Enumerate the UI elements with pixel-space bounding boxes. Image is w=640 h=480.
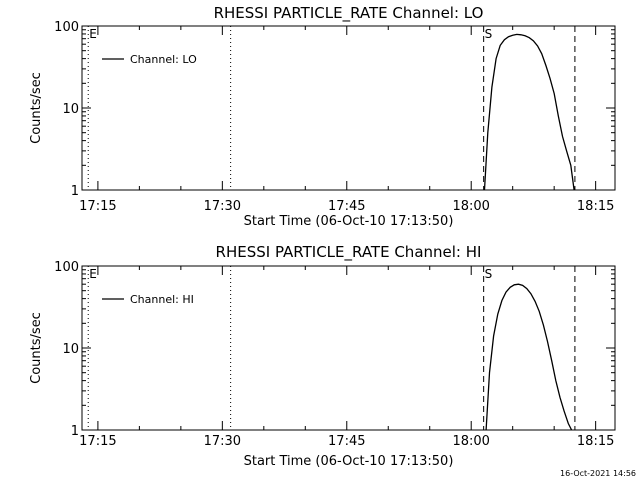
x-tick-label: 18:00 [452, 434, 489, 449]
chart-title: RHESSI PARTICLE_RATE Channel: HI [216, 243, 482, 262]
y-tick-label: 1 [71, 424, 79, 439]
plot-frame [81, 265, 616, 431]
x-axis-label: Start Time (06-Oct-10 17:13:50) [244, 214, 454, 229]
series-line [483, 33, 575, 191]
legend-label: Channel: HI [130, 293, 194, 306]
x-axis-label: Start Time (06-Oct-10 17:13:50) [244, 454, 454, 469]
y-axis-label: Counts/sec [29, 312, 44, 384]
x-tick-label: 17:30 [204, 434, 241, 449]
legend-label: Channel: LO [130, 53, 197, 66]
x-tick-label: 18:15 [577, 434, 614, 449]
x-tick-label: 17:45 [328, 199, 365, 214]
event-marker-label: S [485, 27, 493, 41]
chart-title: RHESSI PARTICLE_RATE Channel: LO [214, 4, 484, 23]
x-tick-label: 18:00 [452, 199, 489, 214]
x-tick-label: 17:15 [79, 434, 116, 449]
x-tick-label: 17:30 [204, 199, 241, 214]
y-tick-label: 10 [62, 102, 79, 117]
x-tick-label: 17:15 [79, 199, 116, 214]
event-marker-label: E [89, 27, 97, 41]
series-line [485, 283, 573, 431]
y-tick-label: 100 [54, 20, 79, 35]
chart-panel-hi: RHESSI PARTICLE_RATE Channel: HI 1 10 100 Co… [29, 243, 616, 469]
event-marker-label: E [89, 267, 97, 281]
y-tick-label: 1 [71, 184, 79, 199]
y-tick-label: 10 [62, 342, 79, 357]
y-axis-label: Counts/sec [29, 72, 44, 144]
y-tick-label: 100 [54, 260, 79, 275]
x-tick-label: 18:15 [577, 199, 614, 214]
footer-timestamp: 16-Oct-2021 14:56 [560, 469, 636, 478]
plot-frame [81, 25, 616, 191]
chart-panel-lo: RHESSI PARTICLE_RATE Channel: LO 1 10 100 Co… [29, 4, 616, 229]
x-tick-label: 17:45 [328, 434, 365, 449]
event-marker-label: S [485, 267, 493, 281]
